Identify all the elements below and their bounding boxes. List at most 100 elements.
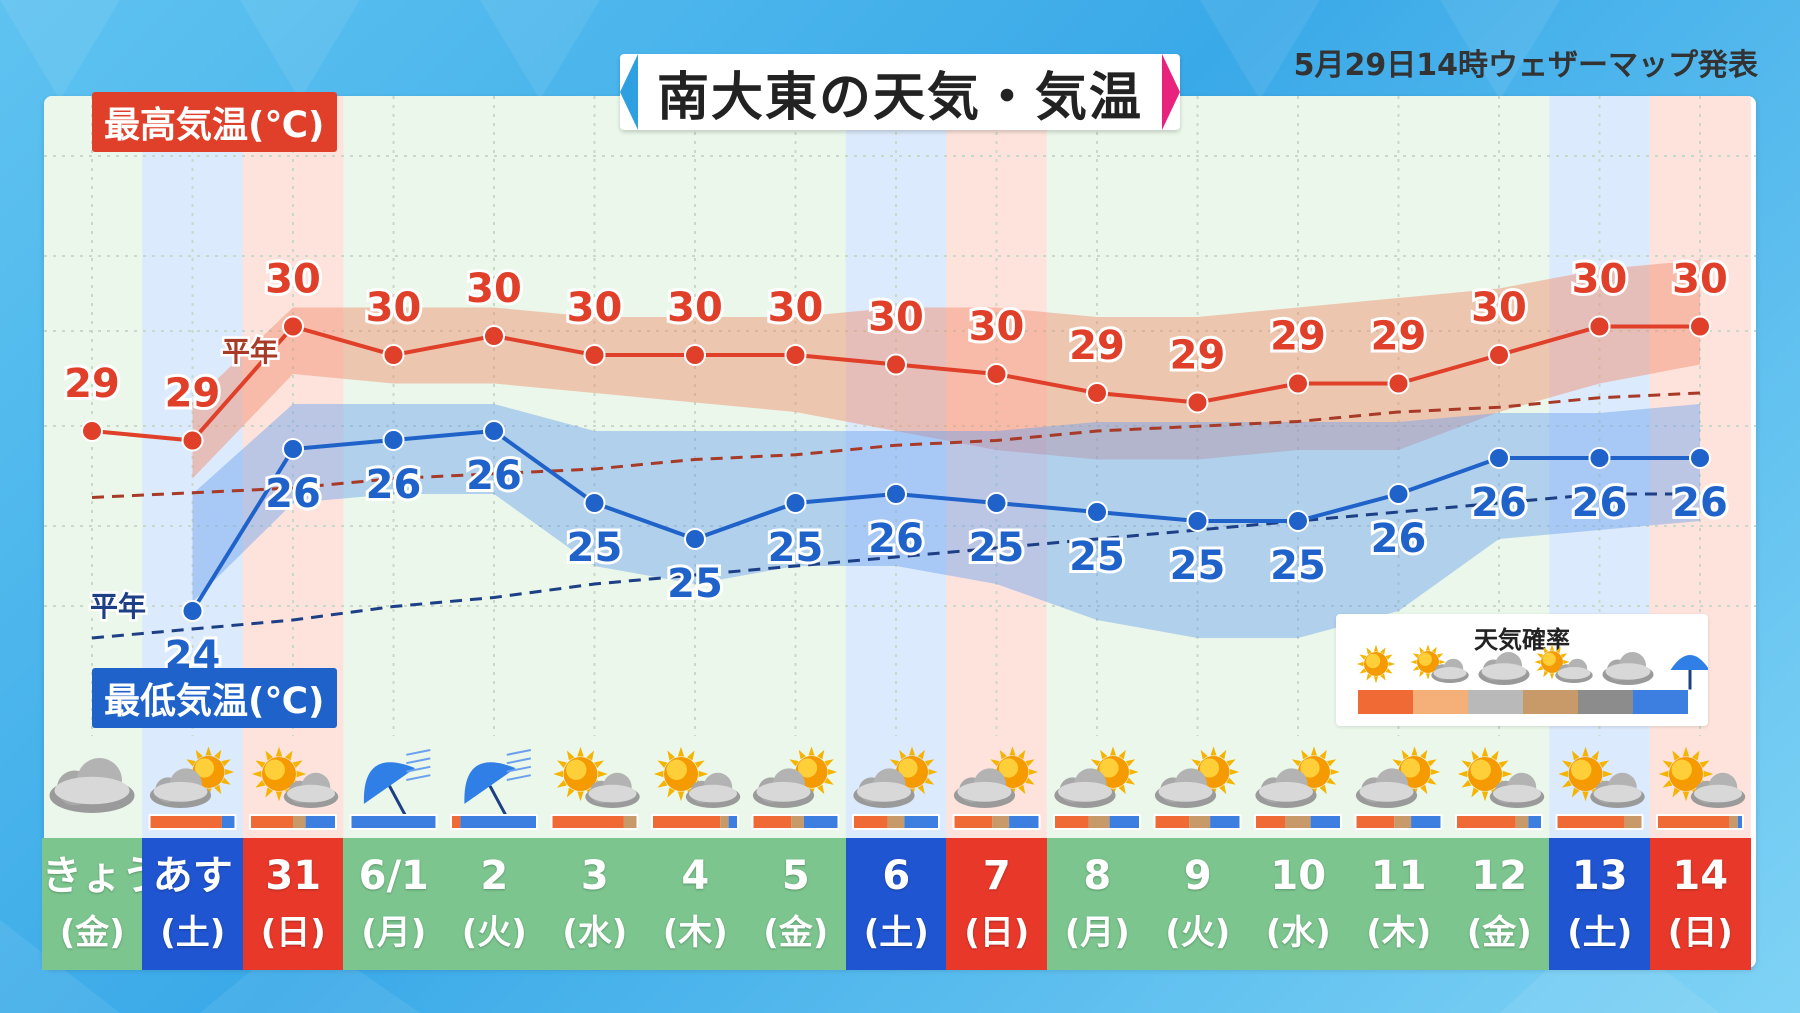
min-temp-value-label: 25 xyxy=(768,525,824,571)
min-temp-point xyxy=(1488,447,1510,469)
cloud-icon xyxy=(1255,768,1317,809)
legend-item xyxy=(1602,652,1654,685)
min-temp-point xyxy=(1689,447,1711,469)
day-date: 11 xyxy=(1370,853,1427,899)
cloud-icon xyxy=(1355,768,1418,809)
legend-icons xyxy=(1356,644,1708,714)
legend-color-swatch xyxy=(1523,690,1578,714)
day-of-week: (火) xyxy=(1165,913,1231,953)
day-date: 7 xyxy=(982,853,1011,899)
day-of-week: (木) xyxy=(1366,913,1432,953)
umbrella-icon xyxy=(1670,655,1708,690)
probability-bar-segment xyxy=(992,816,1010,828)
weather-cloud-sun-icon xyxy=(1054,746,1139,809)
max-temp-value-label: 29 xyxy=(1371,314,1427,360)
day-date: 14 xyxy=(1672,853,1729,899)
probability-bar-segment xyxy=(460,816,536,828)
min-temp-point xyxy=(1588,447,1611,469)
max-temp-value-label: 29 xyxy=(1069,323,1125,369)
min-temp-point xyxy=(583,492,606,514)
weather-probability-legend: 天気確率 xyxy=(1336,614,1708,726)
day-cell-0: きょう (金) xyxy=(41,838,162,970)
max-temp-value-label: 30 xyxy=(969,304,1025,350)
day-cell-15: 13 (土) xyxy=(1549,838,1651,970)
probability-bar-segment xyxy=(1055,816,1089,828)
day-date: 5 xyxy=(781,853,810,899)
cloud-icon xyxy=(1555,658,1593,683)
cloud-icon xyxy=(49,758,135,813)
day-date: 6/1 xyxy=(358,853,429,899)
min-temp-value-label: 26 xyxy=(265,471,321,517)
legend-item xyxy=(1478,652,1530,685)
max-temp-value-label: 30 xyxy=(1572,257,1628,303)
day-cell-1: あす (土) xyxy=(142,838,244,970)
min-temp-value-label: 26 xyxy=(1572,480,1628,526)
probability-bar-segment xyxy=(293,816,306,828)
min-temp-point xyxy=(784,492,807,514)
min-temp-value-label: 26 xyxy=(1371,516,1427,562)
probability-bar-segment xyxy=(1009,816,1039,828)
probability-bar-segment xyxy=(1155,816,1190,828)
day-of-week: (金) xyxy=(1466,913,1532,953)
max-temp-value-label: 30 xyxy=(868,295,924,341)
sun-icon xyxy=(1658,746,1714,802)
day-cell-10: 8 (月) xyxy=(1046,838,1148,970)
legend-color-swatch xyxy=(1358,690,1413,714)
day-date: 2 xyxy=(480,853,509,899)
probability-bar-segment xyxy=(1356,816,1395,828)
day-date: きょう xyxy=(41,853,162,899)
min-temp-point xyxy=(985,492,1008,514)
min-temp-value-label: 25 xyxy=(969,525,1025,571)
weather-cloud-sun-icon xyxy=(853,746,938,809)
sun-icon xyxy=(1534,644,1570,680)
probability-bar-segment xyxy=(753,816,792,828)
max-temp-value-label: 30 xyxy=(366,285,422,331)
min-temp-value-label: 26 xyxy=(366,462,422,508)
title-right-accent xyxy=(1162,54,1180,130)
legend-item xyxy=(1356,644,1396,684)
weather-sun-cloud-icon xyxy=(553,746,640,808)
weather-cloud-sun-icon xyxy=(1154,746,1240,809)
probability-bar-segment xyxy=(1285,816,1311,828)
min-temp-value-label: 25 xyxy=(667,561,723,607)
min-temp-point xyxy=(282,438,304,460)
min-normal-label: 平年 xyxy=(90,590,146,623)
max-temp-value-label: 30 xyxy=(466,266,522,312)
max-temp-point xyxy=(181,429,204,452)
max-normal-label: 平年 xyxy=(222,335,278,368)
probability-bar-segment xyxy=(552,816,624,828)
probability-bar-segment xyxy=(1624,816,1642,828)
legend-color-swatch xyxy=(1633,690,1688,714)
cloud-icon xyxy=(1154,768,1217,809)
max-temp-point xyxy=(1488,344,1510,366)
probability-bar-segment xyxy=(1557,816,1625,828)
min-temp-point xyxy=(1287,510,1309,532)
cloud-icon xyxy=(685,772,741,808)
cloud-icon xyxy=(1478,652,1530,685)
weather-sun-cloud-icon xyxy=(251,746,339,808)
max-temp-point xyxy=(382,344,405,366)
probability-bar-segment xyxy=(305,816,335,828)
weather-sun-cloud-icon xyxy=(1558,746,1645,808)
weather-cloud-icon xyxy=(49,758,135,813)
probability-bar-segment xyxy=(1109,816,1139,828)
max-temp-point xyxy=(684,344,706,366)
sun-icon xyxy=(1410,644,1446,680)
day-of-week: (水) xyxy=(562,913,628,953)
max-temp-value-label: 29 xyxy=(165,371,221,417)
probability-bar-segment xyxy=(1457,816,1516,828)
probability-bar-segment xyxy=(954,816,993,828)
min-temp-normal-line xyxy=(91,492,1700,640)
weather-sun-cloud-icon xyxy=(1658,746,1746,808)
day-cell-12: 10 (水) xyxy=(1247,838,1349,970)
day-of-week: (土) xyxy=(1567,913,1633,953)
probability-bar-segment xyxy=(1515,816,1529,828)
max-temp-value-label: 30 xyxy=(1471,285,1527,331)
weather-cloud-sun-icon xyxy=(1255,746,1340,809)
day-cell-8: 6 (土) xyxy=(845,838,947,970)
day-of-week: (土) xyxy=(863,913,929,953)
cloud-icon xyxy=(752,768,815,809)
forecast-panel: 29 29 30 30 30 30 30 30 30 30 29 29 29 29 30 30 30 2 4 26 26… xyxy=(44,96,1756,968)
probability-bar-segment xyxy=(251,816,293,828)
day-cell-13: 11 (木) xyxy=(1348,838,1450,970)
